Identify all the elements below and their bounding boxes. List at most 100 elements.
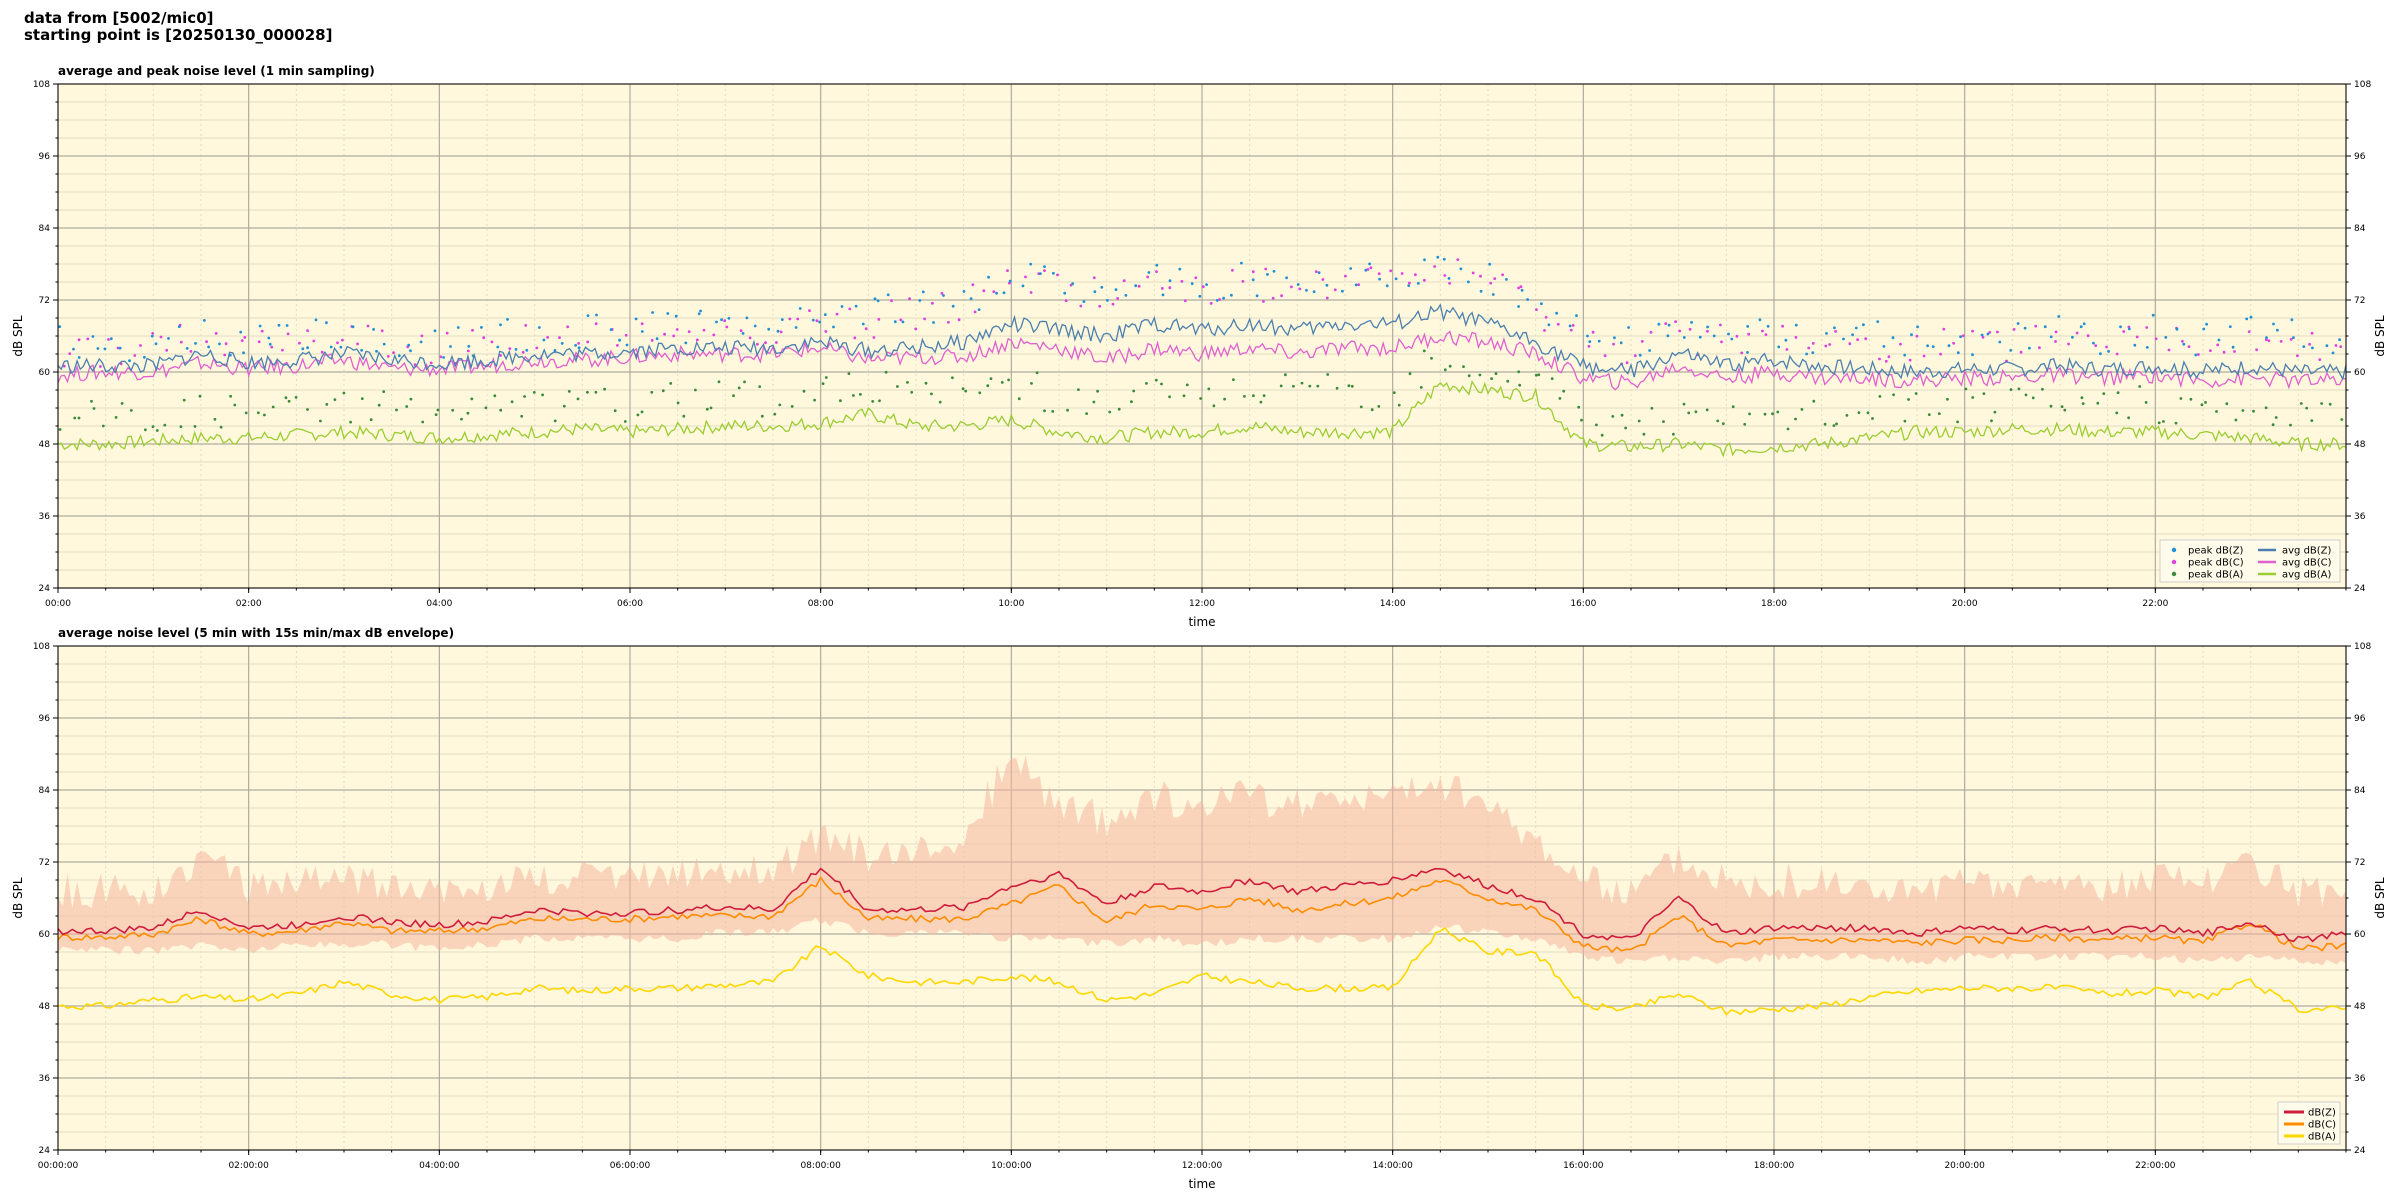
- peak-point: [1137, 284, 1141, 288]
- peak-point: [2265, 336, 2268, 339]
- peak-point: [1052, 271, 1055, 275]
- peak-point: [62, 364, 66, 368]
- peak-point: [1272, 269, 1276, 273]
- peak-point: [1280, 294, 1283, 298]
- peak-point: [372, 328, 375, 331]
- peak-point: [1251, 278, 1255, 282]
- peak-point: [2016, 322, 2020, 325]
- peak-point: [1154, 378, 1158, 382]
- peak-point: [2031, 396, 2035, 400]
- peak-point: [1747, 332, 1751, 336]
- peak-point: [684, 341, 688, 345]
- peak-point: [1981, 335, 1985, 339]
- peak-point: [267, 336, 271, 340]
- peak-point: [1185, 383, 1189, 387]
- peak-point: [2215, 410, 2218, 413]
- peak-point: [2102, 392, 2106, 395]
- peak-point: [2133, 343, 2137, 347]
- peak-point: [778, 403, 782, 407]
- peak-point: [1613, 336, 1616, 340]
- peak-point: [1308, 384, 1312, 388]
- legend-label: avg dB(A): [2282, 570, 2332, 581]
- peak-point: [1825, 332, 1828, 335]
- peak-point: [2135, 335, 2139, 339]
- peak-point: [1903, 419, 1907, 423]
- peak-point: [1106, 299, 1109, 302]
- peak-point: [2060, 405, 2064, 408]
- peak-point: [2318, 358, 2322, 361]
- peak-point: [709, 406, 713, 410]
- peak-point: [1180, 280, 1184, 283]
- peak-point: [1719, 323, 1722, 327]
- peak-point: [2204, 401, 2207, 404]
- peak-point: [1956, 420, 1959, 424]
- x-tick-label: 14:00:00: [1372, 1161, 1413, 1171]
- peak-point: [1312, 290, 1316, 294]
- peak-point: [1285, 276, 1288, 280]
- peak-point: [542, 338, 546, 342]
- peak-point: [1682, 336, 1686, 339]
- peak-point: [839, 399, 842, 403]
- peak-point: [1851, 333, 1854, 337]
- peak-point: [2067, 342, 2071, 346]
- peak-point: [1198, 294, 1202, 298]
- peak-point: [285, 324, 289, 327]
- peak-point: [1317, 271, 1321, 274]
- peak-point: [107, 338, 110, 341]
- peak-point: [1544, 315, 1548, 319]
- peak-point: [1939, 352, 1942, 356]
- peak-point: [506, 318, 509, 321]
- peak-point: [1408, 372, 1412, 376]
- peak-point: [1910, 333, 1913, 337]
- peak-point: [1678, 329, 1682, 333]
- peak-point: [758, 385, 762, 388]
- peak-point: [1259, 400, 1263, 404]
- peak-point: [179, 340, 183, 344]
- peak-point: [1160, 382, 1163, 386]
- y-axis-label-right: dB SPL: [2373, 877, 2387, 919]
- peak-point: [1526, 298, 1529, 301]
- peak-point: [1385, 284, 1389, 288]
- peak-point: [815, 319, 819, 323]
- peak-point: [2145, 326, 2149, 329]
- peak-point: [1580, 418, 1583, 422]
- peak-point: [1392, 391, 1396, 394]
- y-tick-label: 60: [2354, 930, 2366, 940]
- peak-point: [1168, 395, 1171, 399]
- peak-point: [1835, 422, 1838, 426]
- peak-point: [1043, 269, 1046, 272]
- peak-point: [2034, 324, 2038, 328]
- peak-point: [982, 289, 986, 293]
- peak-point: [1638, 353, 1642, 357]
- peak-point: [853, 336, 857, 340]
- peak-point: [2296, 354, 2299, 358]
- peak-point: [1182, 394, 1186, 398]
- peak-point: [743, 380, 746, 384]
- peak-point: [429, 361, 433, 365]
- peak-point: [594, 322, 598, 326]
- peak-point: [2328, 402, 2332, 406]
- peak-point: [493, 394, 497, 398]
- y-tick-label: 108: [33, 80, 50, 90]
- peak-point: [756, 342, 759, 346]
- peak-point: [861, 322, 865, 326]
- peak-point: [1942, 327, 1946, 331]
- peak-point: [794, 326, 798, 329]
- y-tick-label: 84: [39, 786, 51, 796]
- peak-point: [625, 343, 629, 347]
- peak-point: [1241, 280, 1245, 283]
- peak-point: [1366, 268, 1370, 271]
- peak-point: [577, 342, 580, 345]
- peak-point: [1043, 265, 1046, 268]
- peak-point: [725, 325, 729, 329]
- peak-point: [2094, 344, 2098, 347]
- peak-point: [1519, 285, 1523, 289]
- peak-point: [884, 370, 888, 374]
- peak-point: [1407, 284, 1411, 287]
- peak-point: [1878, 395, 1882, 398]
- x-tick-label: 00:00:00: [38, 1161, 79, 1171]
- peak-point: [1114, 288, 1118, 291]
- peak-point: [1650, 406, 1654, 410]
- peak-point: [214, 332, 218, 335]
- peak-point: [699, 309, 702, 313]
